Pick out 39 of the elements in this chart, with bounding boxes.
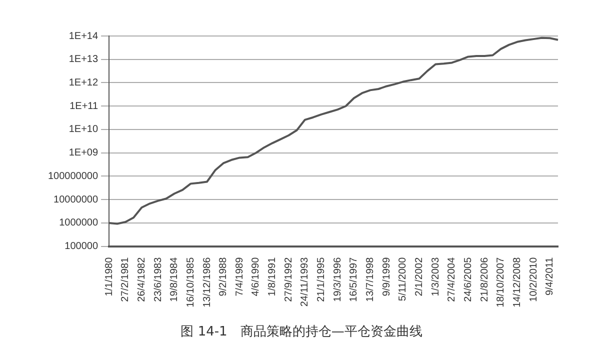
x-tick-label: 13/7/1998 bbox=[365, 256, 376, 302]
x-tick-label: 23/6/1983 bbox=[152, 256, 164, 302]
x-tick-label: 19/8/1984 bbox=[169, 256, 180, 302]
y-tick-label: 1E+10 bbox=[68, 124, 98, 136]
x-tick-label: 24/11/1993 bbox=[300, 256, 311, 307]
x-tick-label: 9/9/1999 bbox=[381, 256, 392, 296]
x-tick-label: 1/1/1980 bbox=[104, 256, 115, 296]
y-tick-label: 1E+09 bbox=[68, 148, 98, 159]
y-tick-label: 1E+11 bbox=[70, 100, 98, 112]
y-tick-label: 1E+13 bbox=[68, 54, 98, 66]
x-tick-label: 21/1/1995 bbox=[316, 256, 328, 302]
x-tick-label: 13/12/1986 bbox=[202, 256, 213, 308]
x-tick-label: 7/4/1989 bbox=[234, 256, 246, 296]
x-tick-label: 2/1/2002 bbox=[414, 256, 425, 296]
x-tick-label: 9/4/2011 bbox=[544, 256, 556, 296]
x-tick-label: 4/6/1990 bbox=[250, 256, 262, 296]
x-tick-label: 21/8/2006 bbox=[479, 256, 490, 302]
x-tick-label: 16/5/1997 bbox=[348, 256, 360, 302]
x-tick-label: 1/8/1991 bbox=[267, 256, 278, 296]
x-tick-label: 24/6/2005 bbox=[462, 256, 474, 302]
x-tick-label: 16/10/1985 bbox=[185, 256, 196, 308]
x-tick-label: 27/9/1992 bbox=[283, 256, 294, 302]
x-tick-label: 10/2/2010 bbox=[528, 256, 540, 302]
x-tick-label: 27/4/2004 bbox=[446, 256, 458, 302]
x-tick-label: 5/11/2000 bbox=[398, 256, 409, 302]
y-tick-label: 1E+14 bbox=[68, 30, 98, 42]
y-tick-label: 10000000 bbox=[54, 194, 98, 206]
y-tick-label: 1000000 bbox=[59, 218, 98, 229]
x-tick-label: 26/4/1982 bbox=[136, 256, 148, 302]
x-tick-label: 27/2/1981 bbox=[120, 256, 132, 302]
y-tick-label: 1E+12 bbox=[68, 77, 98, 88]
y-tick-label: 100000000 bbox=[48, 170, 98, 182]
x-tick-label: 19/3/1996 bbox=[332, 256, 344, 302]
x-tick-label: 9/2/1988 bbox=[218, 256, 230, 296]
x-tick-label: 1/3/2003 bbox=[430, 256, 442, 296]
text: 图 14-1 商品策略的持仓—平仓资金曲线 bbox=[180, 324, 422, 340]
y-tick-label: 100000 bbox=[64, 241, 98, 252]
x-tick-label: 18/10/2007 bbox=[496, 256, 507, 308]
x-tick-label: 14/12/2008 bbox=[512, 256, 523, 308]
